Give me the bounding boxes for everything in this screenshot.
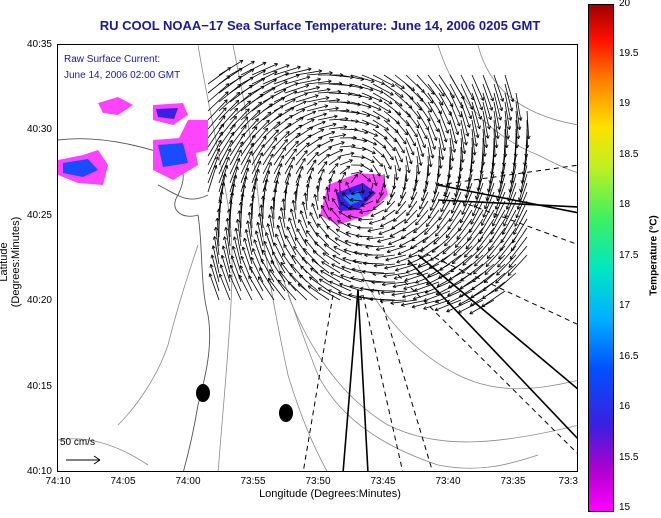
x-tick-label: 73:35 [500, 476, 526, 487]
map-plot[interactable] [57, 44, 578, 472]
x-tick-label: 73:40 [435, 476, 461, 487]
colorbar-tick-label: 17 [619, 300, 631, 311]
x-tick-label: 74:05 [110, 476, 136, 487]
map-title: RU COOL NOAA−17 Sea Surface Temperature:… [99, 18, 541, 33]
scale-arrow-label: 50 cm/s [60, 437, 96, 448]
surface-current-vectors [207, 59, 531, 315]
current-timestamp-note: Raw Surface Current: June 14, 2006 02:00… [64, 52, 180, 84]
y-tick-label: 40:15 [26, 381, 52, 392]
colorbar-tick-label: 18 [619, 199, 631, 210]
colorbar-tick-label: 19.5 [619, 48, 639, 59]
map-canvas [58, 45, 577, 471]
x-tick-label: 74:10 [45, 476, 71, 487]
colorbar-tick-label: 20 [619, 0, 631, 9]
current-note-line2: June 14, 2006 02:00 GMT [64, 70, 181, 81]
colorbar-tick-label: 17.5 [619, 250, 639, 261]
y-tick-label: 40:35 [26, 39, 52, 50]
x-axis-label: Longitude (Degrees:Minutes) [259, 488, 401, 500]
colorbar-tick-label: 16.5 [619, 351, 639, 362]
colorbar-tick-label: 19 [619, 98, 631, 109]
sst-patches [58, 97, 388, 225]
colorbar-title: Temperature (°C) [648, 215, 660, 296]
x-tick-label: 73:50 [305, 476, 331, 487]
colorbar-tick-label: 18.5 [619, 149, 639, 160]
y-tick-label: 40:30 [26, 124, 52, 135]
colorbar-tick-label: 16 [619, 401, 631, 412]
colorbar-tick-label: 15.5 [619, 452, 639, 463]
x-tick-label: 73:55 [240, 476, 266, 487]
y-tick-label: 40:10 [26, 466, 52, 477]
y-axis-label: Latitude (Degrees:Minutes) [0, 216, 22, 308]
x-tick-label: 74:00 [175, 476, 201, 487]
scale-arrow [66, 455, 101, 465]
radar-range-lines [302, 164, 577, 471]
y-tick-label: 40:25 [26, 210, 52, 221]
y-tick-label: 40:20 [26, 295, 52, 306]
colorbar-tick-label: 15 [619, 502, 631, 513]
station-marker [279, 404, 293, 422]
x-tick-label: 73:3 [558, 476, 578, 487]
coastline [58, 138, 211, 471]
current-note-line1: Raw Surface Current: [64, 54, 161, 65]
x-tick-label: 73:45 [370, 476, 396, 487]
temperature-colorbar [588, 4, 614, 512]
station-marker [196, 384, 210, 402]
